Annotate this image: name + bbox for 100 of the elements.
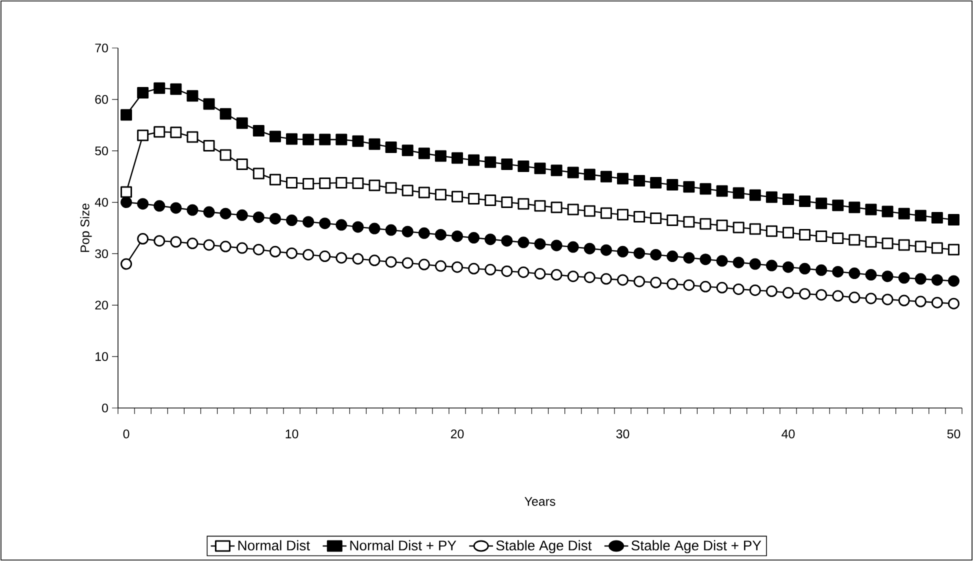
point xyxy=(452,230,464,242)
point xyxy=(550,240,562,252)
point xyxy=(749,223,761,235)
point xyxy=(948,214,960,226)
point xyxy=(550,202,562,214)
point xyxy=(832,200,844,212)
point xyxy=(716,255,728,267)
point xyxy=(434,260,446,272)
point xyxy=(567,166,579,178)
point xyxy=(418,148,430,160)
point xyxy=(816,198,828,210)
point xyxy=(832,290,844,302)
point xyxy=(716,220,728,232)
point xyxy=(782,261,794,273)
point xyxy=(931,274,943,286)
point xyxy=(319,134,331,146)
point xyxy=(816,264,828,276)
point xyxy=(352,135,364,147)
point xyxy=(567,270,579,282)
point xyxy=(434,150,446,162)
point xyxy=(948,298,960,310)
point xyxy=(434,188,446,200)
point xyxy=(154,200,166,212)
point xyxy=(452,190,464,202)
point xyxy=(402,184,414,196)
point xyxy=(286,214,298,226)
point xyxy=(418,186,430,198)
point xyxy=(336,252,348,264)
point xyxy=(319,250,331,262)
point xyxy=(402,257,414,269)
point xyxy=(700,218,712,230)
point xyxy=(832,266,844,278)
point xyxy=(286,133,298,145)
point xyxy=(683,252,695,264)
point xyxy=(766,286,778,298)
point xyxy=(948,275,960,287)
point xyxy=(336,176,348,188)
point xyxy=(848,202,860,214)
point xyxy=(634,247,646,259)
point xyxy=(816,289,828,301)
point xyxy=(452,261,464,273)
point xyxy=(402,226,414,238)
y-tick-label: 20 xyxy=(95,300,108,310)
point xyxy=(931,242,943,254)
point xyxy=(666,214,678,226)
point xyxy=(468,232,480,244)
point xyxy=(319,218,331,230)
point xyxy=(782,287,794,299)
point xyxy=(700,254,712,266)
point xyxy=(468,262,480,274)
point xyxy=(882,270,894,282)
point xyxy=(170,236,182,248)
point xyxy=(484,234,496,246)
point xyxy=(948,244,960,256)
point xyxy=(302,248,314,260)
point xyxy=(203,140,215,152)
point xyxy=(120,186,132,198)
point xyxy=(220,208,232,220)
point xyxy=(352,178,364,190)
point xyxy=(634,276,646,288)
point xyxy=(600,273,612,285)
point xyxy=(650,276,662,288)
point xyxy=(898,208,910,220)
point xyxy=(766,260,778,272)
point xyxy=(186,90,198,102)
point xyxy=(236,242,248,254)
point xyxy=(799,262,811,274)
point xyxy=(170,202,182,214)
point xyxy=(468,192,480,204)
point xyxy=(468,154,480,166)
point xyxy=(716,185,728,197)
point xyxy=(848,292,860,304)
point xyxy=(584,168,596,180)
point xyxy=(368,138,380,150)
point xyxy=(220,108,232,120)
point xyxy=(600,170,612,182)
point xyxy=(865,204,877,216)
point xyxy=(898,294,910,306)
point xyxy=(749,189,761,201)
x-tick-label: 10 xyxy=(286,430,298,438)
legend-label: Stable Age Dist xyxy=(496,540,592,554)
point xyxy=(534,268,546,280)
point xyxy=(882,206,894,218)
point xyxy=(434,228,446,240)
legend-label: Normal Dist xyxy=(238,540,310,550)
point xyxy=(518,266,530,278)
point xyxy=(120,196,132,208)
point xyxy=(749,284,761,296)
point xyxy=(567,241,579,253)
point xyxy=(732,222,744,234)
point xyxy=(617,246,628,258)
point xyxy=(484,264,496,276)
point xyxy=(882,238,894,250)
point xyxy=(385,256,397,268)
point xyxy=(732,256,744,268)
point xyxy=(683,181,695,193)
x-tick-label: 20 xyxy=(450,430,464,438)
point xyxy=(683,216,695,228)
point xyxy=(252,211,264,223)
point xyxy=(336,134,348,146)
